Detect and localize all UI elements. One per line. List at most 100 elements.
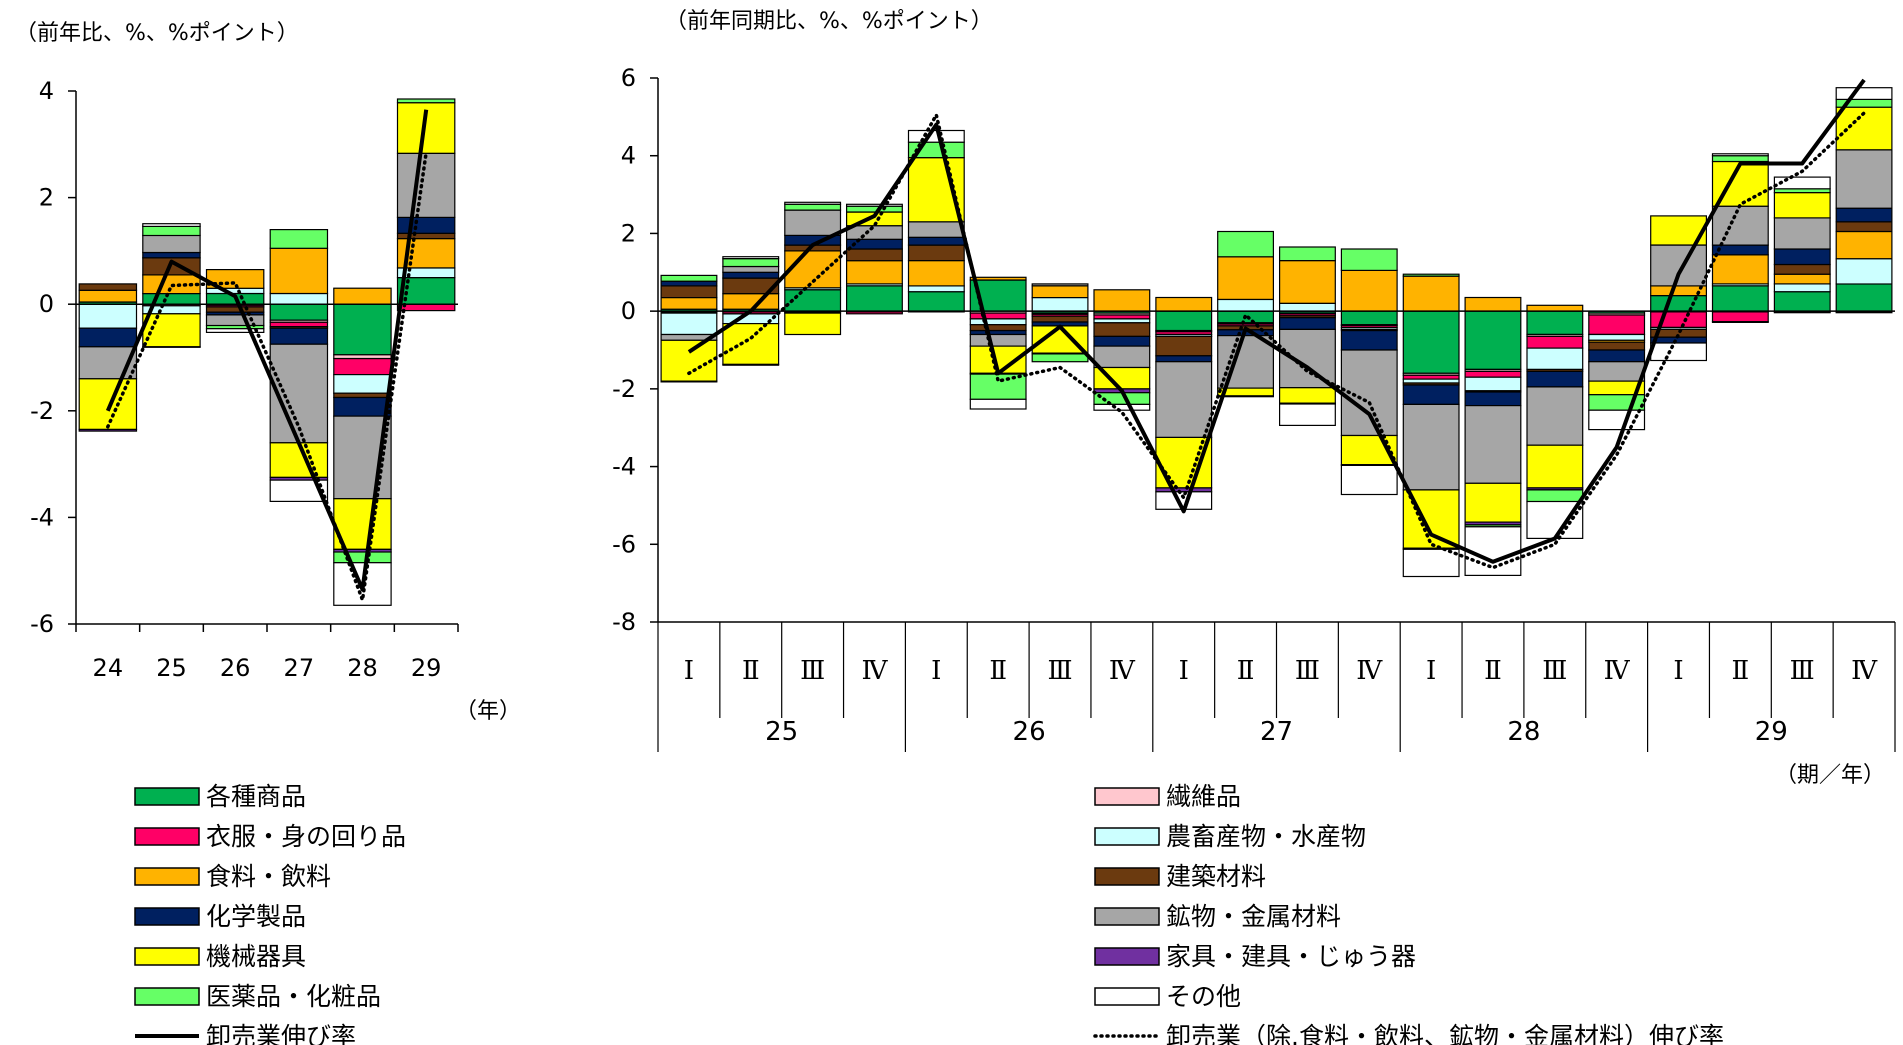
y-tick-label: -8 — [612, 608, 636, 636]
bar-segment — [1773, 291, 1831, 312]
x-year-label: 25 — [765, 717, 798, 747]
bar-segment — [845, 248, 903, 262]
bar-segment — [1402, 548, 1460, 578]
y-tick-label: 2 — [621, 219, 636, 247]
bar-segment — [722, 256, 780, 260]
bar-segment — [1526, 310, 1584, 336]
right-lines — [687, 78, 1866, 570]
legend-label: 鉱物・金属材料 — [1166, 902, 1341, 931]
bar-segment — [1217, 298, 1274, 312]
bar-segment — [1588, 341, 1646, 351]
legend-label: 食料・飲料 — [206, 862, 331, 891]
x-year-label: 29 — [1755, 717, 1788, 747]
bar-segment — [1464, 376, 1522, 392]
legend-swatch — [134, 867, 200, 886]
bar-segment — [142, 223, 201, 227]
bar-segment — [1773, 217, 1831, 250]
bar-segment — [205, 328, 265, 334]
bar-segment — [1155, 355, 1213, 363]
bar-segment — [1588, 361, 1646, 382]
left-lines — [105, 109, 429, 602]
bar-segment — [660, 274, 718, 282]
bar-segment — [1711, 254, 1769, 285]
bar-segment — [333, 358, 392, 376]
legend-swatch — [1094, 787, 1160, 806]
x-year-label: 26 — [1013, 717, 1046, 747]
x-quarter-label: Ⅲ — [1047, 656, 1072, 686]
x-quarter-label: Ⅱ — [1732, 656, 1750, 686]
bar-segment — [845, 225, 903, 240]
bar-segment — [1650, 336, 1707, 344]
y-tick-label: -6 — [612, 530, 636, 558]
x-quarter-label: Ⅳ — [1109, 656, 1136, 686]
y-tick-label: 6 — [621, 64, 636, 92]
line-series-excluding — [687, 111, 1866, 570]
right-axes: 6 4 2 0 -2 -4 -6 -8 Ⅰ Ⅱ Ⅲ Ⅳ Ⅰ Ⅱ Ⅲ Ⅳ Ⅰ Ⅱ Ⅲ Ⅳ Ⅰ Ⅱ Ⅲ Ⅳ Ⅰ Ⅱ Ⅲ Ⅳ 25 26 27 28… — [612, 64, 1896, 752]
bar-segment — [1588, 314, 1646, 335]
bar-segment — [1031, 296, 1089, 312]
bar-segment — [1217, 256, 1274, 301]
y-tick-label: -4 — [612, 453, 636, 481]
bar-segment — [1711, 205, 1769, 246]
bar-segment — [722, 258, 780, 268]
bar-segment — [333, 396, 392, 417]
bar-segment — [1773, 273, 1831, 285]
x-quarter-label: Ⅳ — [1851, 656, 1878, 686]
legend-label: 機械器具 — [206, 942, 306, 971]
right-x-unit-label: （期／年） — [1775, 763, 1885, 788]
bar-segment — [784, 203, 842, 211]
bar-segment — [1340, 310, 1398, 326]
bar-segment — [1155, 361, 1213, 439]
legend-label: 卸売業（除.食料・飲料、鉱物・金属材料）伸び率 — [1166, 1022, 1724, 1045]
bar-segment — [1526, 304, 1584, 312]
bar-segment — [1835, 149, 1893, 209]
legend-swatch — [134, 987, 200, 1006]
y-tick-label: -4 — [30, 503, 54, 531]
bar-segment — [1773, 263, 1831, 275]
bar-segment — [78, 303, 138, 329]
legend-label: その他 — [1166, 982, 1241, 1011]
x-quarter-label: Ⅲ — [1295, 656, 1320, 686]
y-tick-label: -2 — [30, 397, 54, 425]
bar-segment — [396, 232, 456, 240]
x-quarter-label: Ⅳ — [861, 656, 888, 686]
bar-segment — [1278, 302, 1336, 312]
bar-segment — [1340, 248, 1398, 271]
bar-segment — [907, 291, 965, 312]
bar-segment — [1835, 87, 1893, 100]
bar-segment — [722, 293, 780, 310]
bar-segment — [269, 479, 329, 503]
bar-segment — [1526, 335, 1584, 349]
bar-segment — [969, 398, 1027, 410]
x-quarter-label: Ⅰ — [1426, 656, 1436, 686]
x-quarter-label: Ⅰ — [1179, 656, 1189, 686]
x-quarter-label: Ⅱ — [1237, 656, 1255, 686]
bar-segment — [845, 311, 903, 315]
bar-segment — [142, 251, 201, 259]
bar-segment — [722, 323, 780, 366]
bar-segment — [660, 312, 718, 336]
bar-segment — [142, 346, 201, 348]
bar-segment — [907, 260, 965, 287]
left-annual-chart: 4 2 0 -2 -4 -6 24 25 26 27 28 29 — [30, 77, 459, 682]
bar-segment — [1340, 330, 1398, 351]
x-quarter-label: Ⅰ — [931, 656, 941, 686]
bar-segment — [1217, 395, 1274, 398]
bar-segment — [660, 280, 718, 287]
legend-swatch — [1094, 907, 1160, 926]
bar-segment — [907, 236, 965, 246]
legend-swatch — [134, 827, 200, 846]
bar-segment — [1217, 230, 1274, 258]
bar-segment — [845, 205, 903, 213]
bar-segment — [1278, 246, 1336, 262]
bar-segment — [333, 354, 392, 360]
bar-segment — [1402, 275, 1460, 312]
legend-label: 各種商品 — [206, 782, 306, 811]
left-x-unit-label: （年） — [455, 699, 521, 724]
bar-segment — [269, 229, 329, 249]
bar-segment — [1093, 345, 1151, 369]
bar-segment — [1278, 403, 1336, 426]
bar-segment — [1773, 311, 1831, 314]
